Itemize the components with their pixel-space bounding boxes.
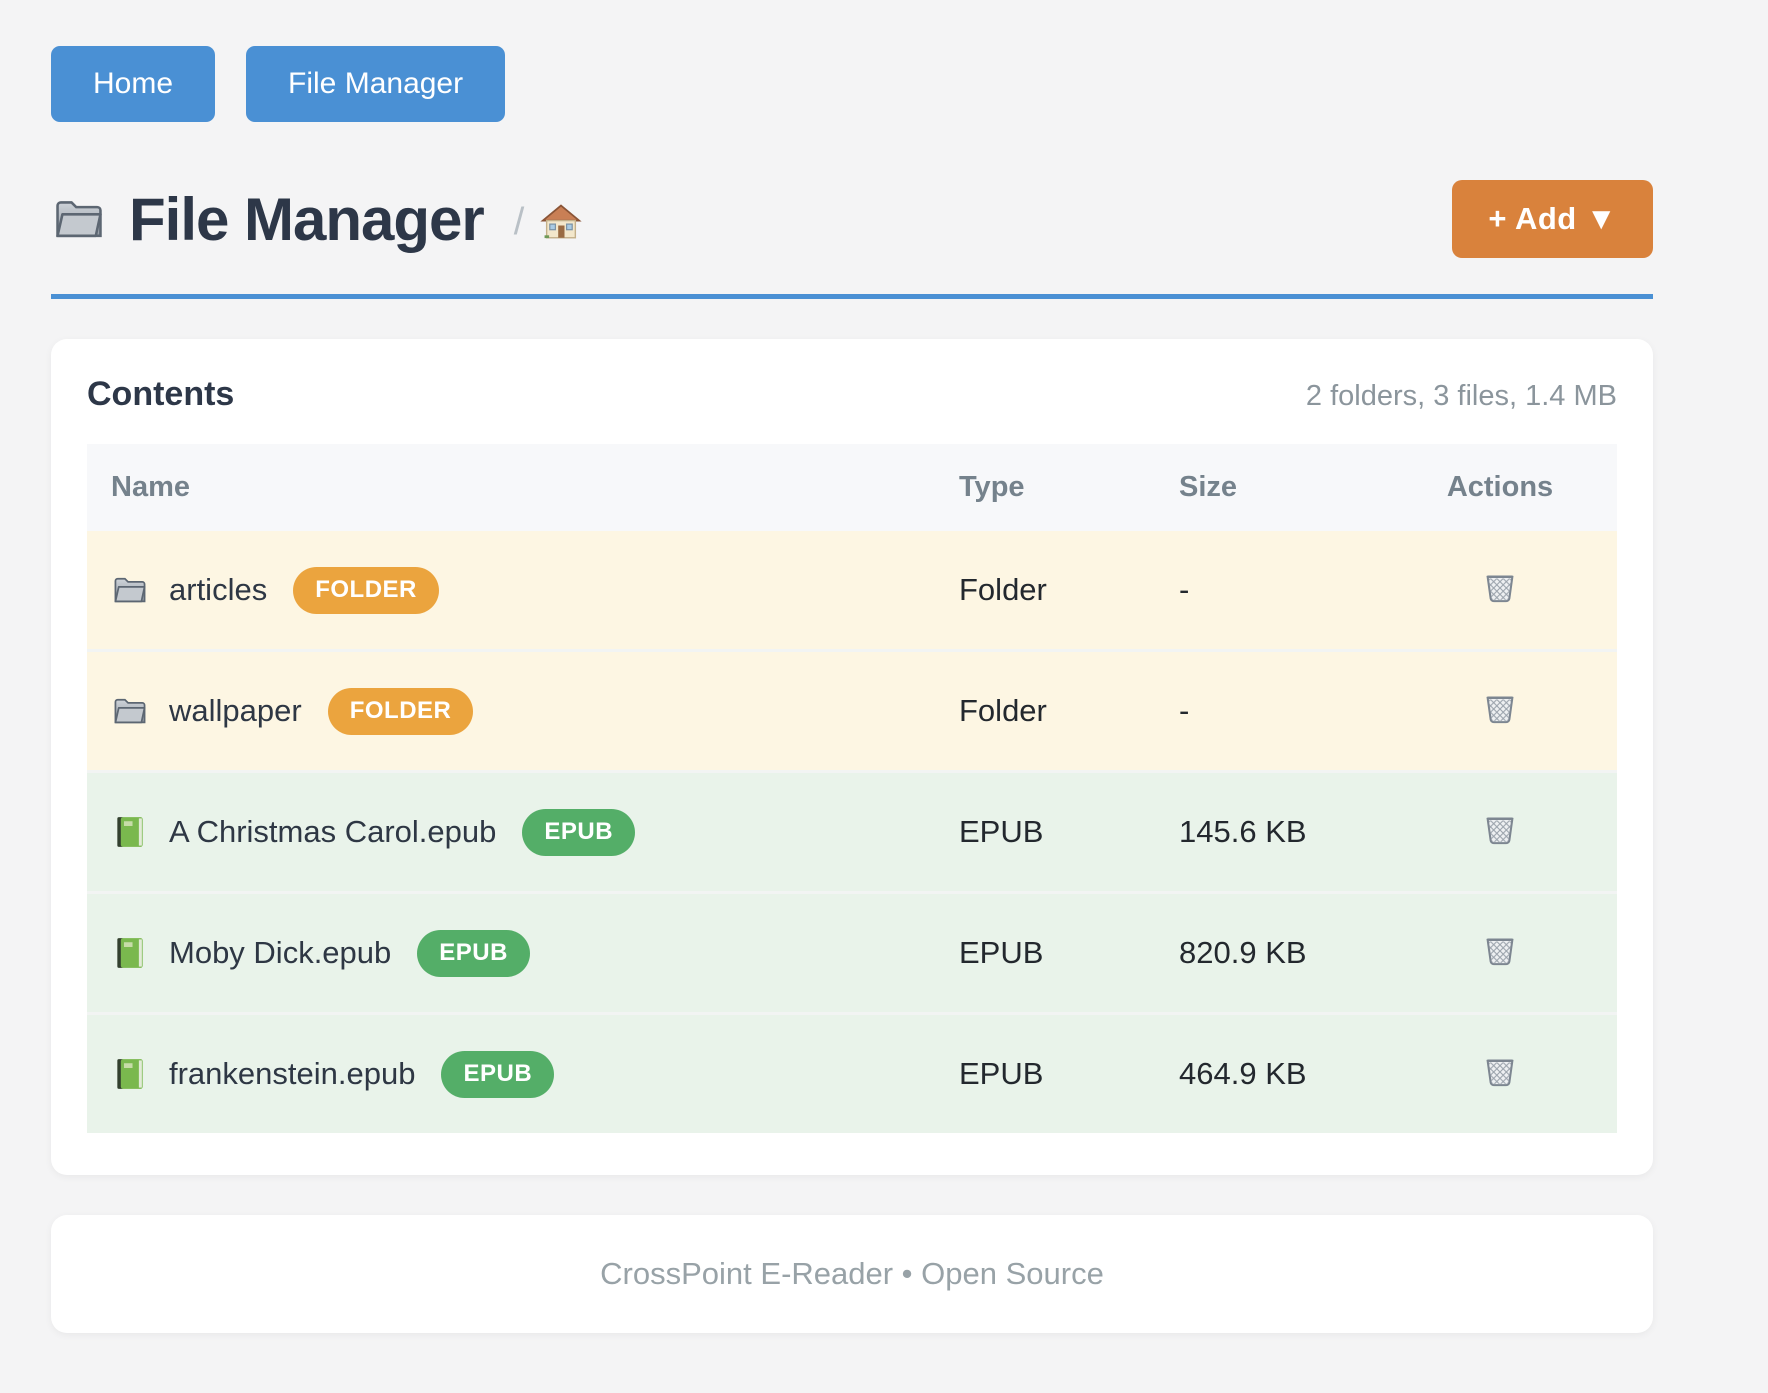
type-cell: EPUB: [935, 770, 1155, 893]
trash-icon: [1481, 690, 1519, 728]
footer-text: CrossPoint E-Reader • Open Source: [600, 1256, 1104, 1291]
size-cell: -: [1155, 649, 1383, 772]
type-cell: EPUB: [935, 891, 1155, 1014]
book-icon: [111, 934, 149, 972]
book-icon: [111, 1055, 149, 1093]
type-cell: EPUB: [935, 1012, 1155, 1133]
table-header-row: Name Type Size Actions: [87, 444, 1617, 531]
contents-heading: Contents: [87, 375, 235, 413]
column-header-actions: Actions: [1383, 444, 1617, 531]
delete-button[interactable]: [1477, 807, 1523, 853]
file-name[interactable]: wallpaper: [169, 693, 302, 728]
table-row: Moby Dick.epub EPUB EPUB 820.9 KB: [87, 891, 1617, 1014]
file-name[interactable]: articles: [169, 572, 268, 607]
size-cell: -: [1155, 531, 1383, 651]
type-cell: Folder: [935, 531, 1155, 651]
table-row: wallpaper FOLDER Folder -: [87, 649, 1617, 772]
type-cell: Folder: [935, 649, 1155, 772]
delete-button[interactable]: [1477, 686, 1523, 732]
delete-button[interactable]: [1477, 565, 1523, 611]
trash-icon: [1481, 1053, 1519, 1091]
type-badge: EPUB: [522, 808, 636, 856]
folder-icon: [51, 191, 107, 247]
page-header: File Manager / + Add ▼: [51, 180, 1653, 258]
file-table: Name Type Size Actions articles FOLDER F…: [87, 444, 1617, 1133]
page-title: File Manager: [51, 185, 485, 254]
table-row: A Christmas Carol.epub EPUB EPUB 145.6 K…: [87, 770, 1617, 893]
file-name[interactable]: Moby Dick.epub: [169, 935, 392, 970]
file-name[interactable]: frankenstein.epub: [169, 1056, 416, 1091]
type-badge: EPUB: [441, 1050, 555, 1098]
column-header-type: Type: [935, 444, 1155, 531]
size-cell: 820.9 KB: [1155, 891, 1383, 1014]
folder-icon: [111, 692, 149, 730]
nav-button-file-manager[interactable]: File Manager: [246, 46, 506, 122]
table-row: articles FOLDER Folder -: [87, 531, 1617, 651]
size-cell: 145.6 KB: [1155, 770, 1383, 893]
add-button[interactable]: + Add ▼: [1452, 180, 1653, 258]
trash-icon: [1481, 932, 1519, 970]
top-nav: Home File Manager: [51, 46, 1653, 122]
page-title-text: File Manager: [129, 185, 485, 253]
nav-button-home[interactable]: Home: [51, 46, 216, 122]
trash-icon: [1481, 811, 1519, 849]
breadcrumb-separator: /: [513, 200, 525, 243]
title-divider: [51, 294, 1653, 299]
delete-button[interactable]: [1477, 1049, 1523, 1095]
column-header-name: Name: [87, 444, 935, 531]
delete-button[interactable]: [1477, 928, 1523, 974]
contents-card: Contents 2 folders, 3 files, 1.4 MB Name…: [51, 339, 1653, 1175]
column-header-size: Size: [1155, 444, 1383, 531]
type-badge: FOLDER: [293, 566, 439, 614]
type-badge: EPUB: [417, 929, 530, 977]
table-row: frankenstein.epub EPUB EPUB 464.9 KB: [87, 1012, 1617, 1133]
home-icon: [540, 201, 582, 243]
file-name[interactable]: A Christmas Carol.epub: [169, 814, 497, 849]
table-body: articles FOLDER Folder - wallpaper FOLDE…: [87, 531, 1617, 1133]
folder-icon: [111, 571, 149, 609]
trash-icon: [1481, 569, 1519, 607]
size-cell: 464.9 KB: [1155, 1012, 1383, 1133]
type-badge: FOLDER: [327, 687, 474, 735]
breadcrumb-home[interactable]: [540, 201, 582, 243]
book-icon: [111, 813, 149, 851]
footer: CrossPoint E-Reader • Open Source: [51, 1215, 1653, 1333]
contents-summary: 2 folders, 3 files, 1.4 MB: [1305, 380, 1617, 412]
